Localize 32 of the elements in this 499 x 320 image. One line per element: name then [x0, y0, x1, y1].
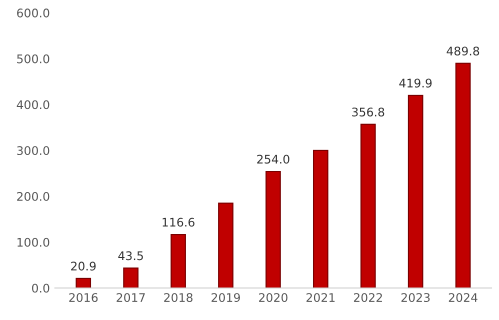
- bar: [76, 278, 92, 288]
- x-tick-label: 2021: [306, 293, 335, 302]
- y-tick-label: 200.0: [17, 192, 50, 201]
- data-label: 254.0: [257, 154, 290, 164]
- x-tick-label: 2024: [448, 293, 478, 302]
- bar: [218, 202, 234, 288]
- x-tick-label: 2018: [164, 293, 192, 302]
- data-label: 356.8: [352, 108, 384, 117]
- bar: [266, 170, 281, 288]
- x-tick-label: 2022: [354, 293, 382, 302]
- y-tick-label: 0.0: [32, 284, 50, 293]
- x-tick-label: 2017: [116, 293, 145, 302]
- bar: [170, 234, 186, 288]
- data-label: 419.9: [399, 78, 432, 88]
- data-label: 20.9: [71, 262, 96, 271]
- x-tick-label: 2016: [69, 293, 98, 302]
- bar: [360, 124, 376, 288]
- y-tick-label: 300.0: [17, 146, 50, 156]
- y-tick-label: 600.0: [17, 8, 50, 18]
- y-tick-label: 400.0: [16, 100, 50, 110]
- data-label: 43.5: [118, 251, 143, 260]
- x-tick-label: 2020: [259, 293, 288, 302]
- bar: [123, 267, 138, 288]
- bar: [408, 94, 424, 288]
- x-tick-label: 2019: [212, 293, 240, 302]
- data-label: 489.8: [446, 46, 480, 56]
- x-tick-label: 2023: [401, 293, 430, 302]
- y-tick-label: 500.0: [17, 54, 50, 64]
- bar: [455, 62, 471, 288]
- y-tick-label: 100.0: [18, 238, 50, 247]
- bar: [312, 150, 328, 288]
- data-label: 116.6: [162, 218, 194, 227]
